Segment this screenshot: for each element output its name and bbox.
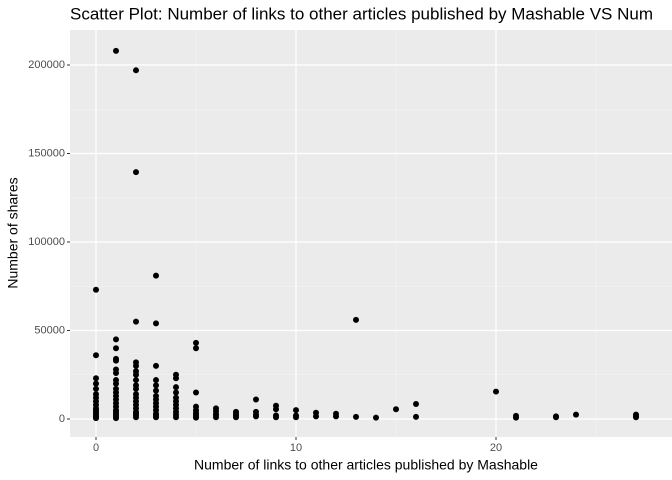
point xyxy=(153,414,159,421)
point xyxy=(193,339,199,346)
point xyxy=(513,414,519,421)
point xyxy=(113,369,119,376)
point xyxy=(553,414,559,421)
point xyxy=(93,375,99,382)
point xyxy=(113,47,119,54)
point xyxy=(93,385,99,392)
point xyxy=(153,320,159,327)
point xyxy=(253,413,259,420)
point xyxy=(133,385,139,392)
point xyxy=(193,345,199,352)
point xyxy=(93,380,99,387)
point xyxy=(493,388,499,395)
point xyxy=(153,377,159,384)
point xyxy=(173,375,179,382)
point xyxy=(113,415,119,422)
point xyxy=(153,362,159,369)
point xyxy=(173,414,179,421)
point xyxy=(193,389,199,396)
point xyxy=(93,352,99,359)
point xyxy=(293,407,299,414)
point xyxy=(153,272,159,279)
y-tick-label: 150000 xyxy=(28,147,65,159)
point xyxy=(133,371,139,378)
y-tick-label: 200000 xyxy=(28,59,65,71)
y-axis-label: Number of shares xyxy=(5,177,21,288)
y-tick-label: 0 xyxy=(59,413,65,425)
point xyxy=(133,362,139,369)
y-tick-label: 100000 xyxy=(28,236,65,248)
point xyxy=(173,389,179,396)
point xyxy=(233,414,239,421)
point xyxy=(133,67,139,74)
point xyxy=(113,380,119,387)
point xyxy=(193,414,199,421)
point xyxy=(373,414,379,421)
point xyxy=(353,316,359,323)
point xyxy=(133,169,139,176)
point xyxy=(113,336,119,343)
point xyxy=(273,414,279,421)
point xyxy=(133,414,139,421)
chart-title: Scatter Plot: Number of links to other a… xyxy=(70,4,653,23)
point xyxy=(153,387,159,394)
point xyxy=(413,400,419,407)
point xyxy=(113,345,119,352)
point xyxy=(413,413,419,420)
point xyxy=(393,406,399,413)
point xyxy=(93,286,99,293)
point xyxy=(113,357,119,364)
point xyxy=(133,318,139,325)
y-tick-label: 50000 xyxy=(34,324,65,336)
point xyxy=(253,396,259,403)
point xyxy=(313,413,319,420)
plot-panel xyxy=(70,30,672,437)
point xyxy=(173,384,179,391)
x-axis-label: Number of links to other articles publis… xyxy=(194,457,538,473)
point xyxy=(213,414,219,421)
point xyxy=(133,377,139,384)
point xyxy=(153,382,159,389)
point xyxy=(93,415,99,422)
point xyxy=(333,413,339,420)
point xyxy=(633,414,639,421)
point xyxy=(573,411,579,418)
point xyxy=(353,413,359,420)
point xyxy=(293,414,299,421)
x-tick-label: 10 xyxy=(290,442,302,454)
x-tick-label: 0 xyxy=(93,442,99,454)
x-tick-label: 20 xyxy=(490,442,502,454)
point xyxy=(273,406,279,413)
